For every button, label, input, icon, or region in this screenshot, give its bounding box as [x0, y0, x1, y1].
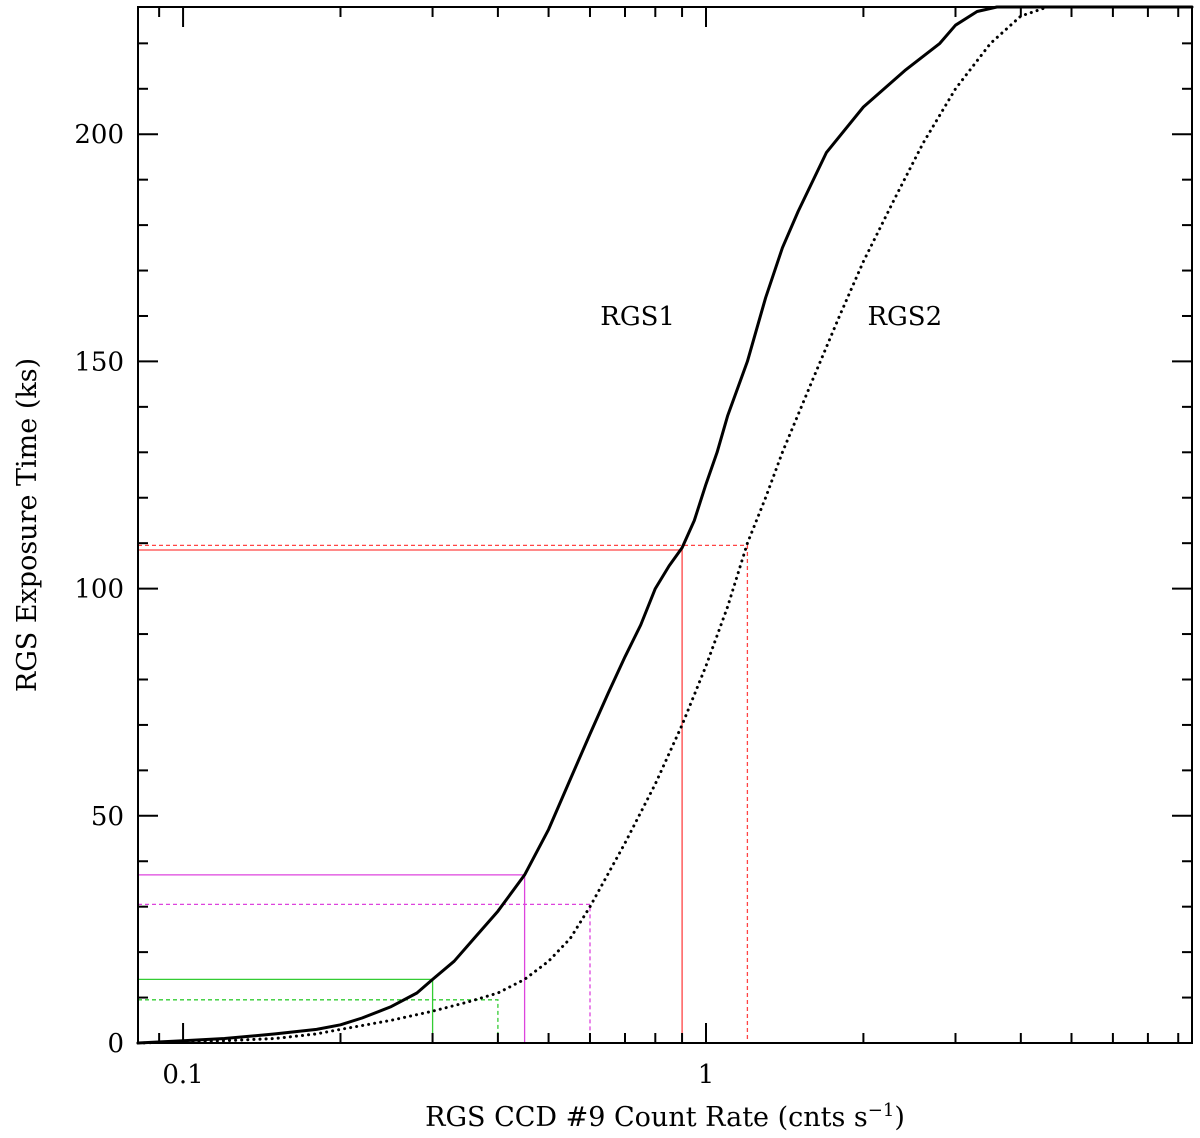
- x-axis-label-close: ): [894, 1102, 905, 1133]
- x-axis-label-main: RGS CCD #9 Count Rate (cnts s: [425, 1102, 868, 1133]
- y-tick-label: 100: [74, 575, 124, 605]
- axis-ticks: [138, 7, 1192, 1044]
- tick-labels: 0.1 1 0 50 100 150 200: [74, 120, 714, 1090]
- marker-lines: [138, 544, 749, 1043]
- curve-label-rgs2: RGS2: [867, 302, 942, 332]
- x-axis-label: RGS CCD #9 Count Rate (cnts s−1): [425, 1100, 905, 1134]
- threshold-marker-3: [138, 874, 526, 1043]
- plot-frame: [137, 6, 1193, 1044]
- y-tick-label: 0: [107, 1029, 124, 1059]
- x-tick-label: 1: [698, 1060, 715, 1090]
- threshold-marker-2: [138, 999, 499, 1043]
- threshold-marker-5: [138, 549, 683, 1043]
- series-lines: [136, 5, 1194, 1045]
- x-tick-label: 0.1: [162, 1060, 203, 1090]
- threshold-marker-6: [138, 544, 749, 1043]
- curve-label-rgs1: RGS1: [600, 302, 675, 332]
- series-line-rgs2: [136, 5, 1194, 1045]
- x-axis-label-exponent: −1: [868, 1100, 895, 1121]
- y-tick-label: 150: [74, 347, 124, 377]
- threshold-marker-4: [138, 903, 591, 1043]
- series-line-rgs1: [136, 5, 1194, 1045]
- y-tick-label: 200: [74, 120, 124, 150]
- y-tick-label: 50: [91, 802, 124, 832]
- y-axis-label: RGS Exposure Time (ks): [12, 358, 43, 692]
- annotations: RGS1 RGS2: [600, 302, 942, 332]
